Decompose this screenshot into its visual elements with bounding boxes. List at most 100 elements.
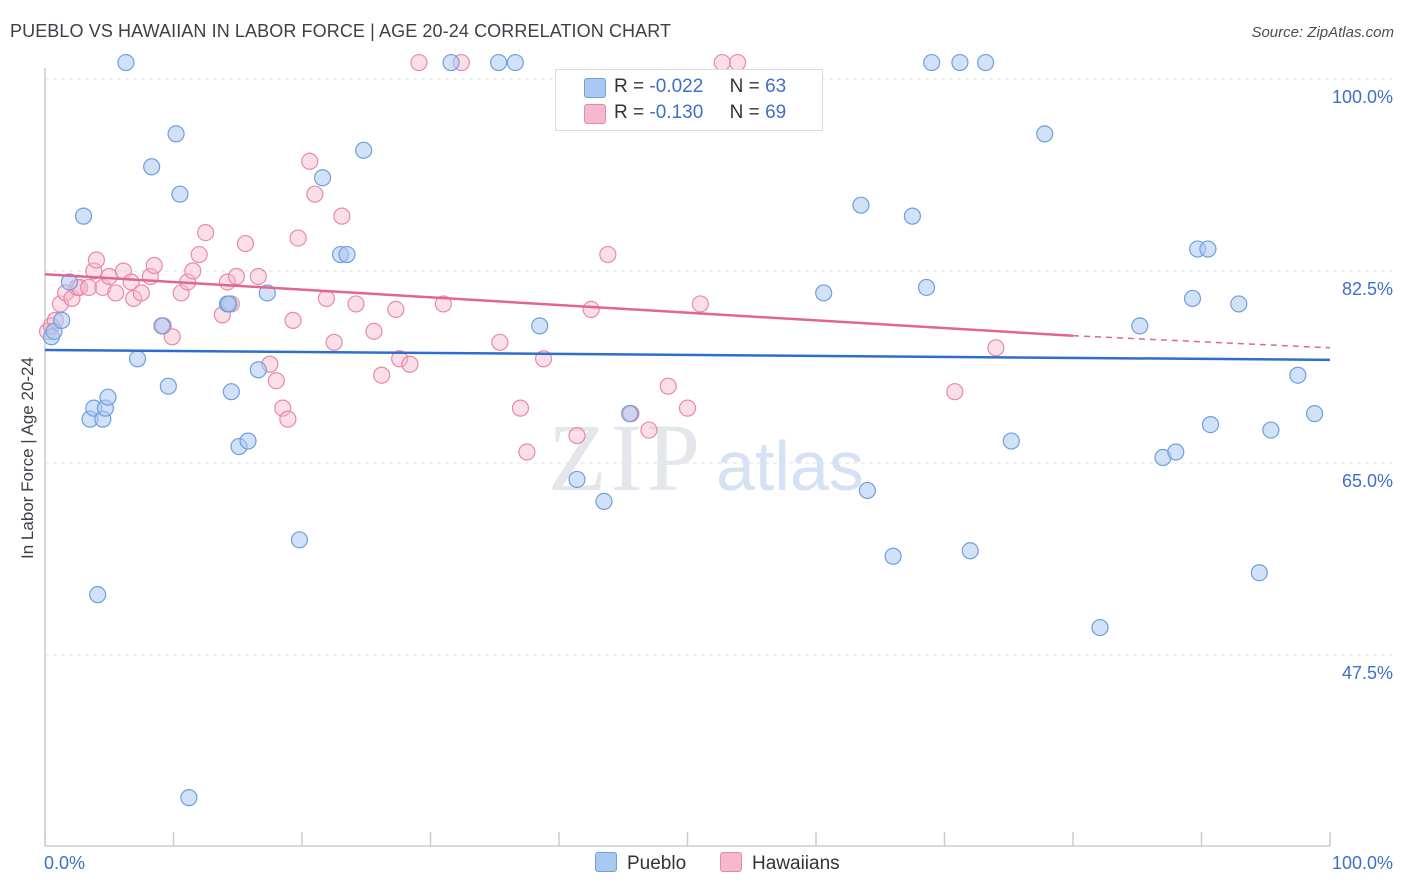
pueblo-point — [858, 481, 877, 500]
pueblo-point — [159, 377, 177, 395]
y-tick-labels: 47.5% 65.0% 82.5% 100.0% — [1332, 87, 1393, 683]
pueblo-point — [1262, 421, 1280, 439]
hawaiians-point — [391, 350, 409, 368]
legend-n-label: N = — [729, 76, 760, 97]
hawaiians-point — [267, 372, 285, 390]
pueblo-point — [595, 492, 613, 510]
pueblo-point — [153, 317, 171, 335]
hawaiians-point — [80, 278, 98, 297]
chart-title: PUEBLO VS HAWAIIAN IN LABOR FORCE | AGE … — [10, 21, 672, 41]
hawaiians-point — [132, 284, 150, 302]
hawaiians-point — [274, 399, 292, 417]
hawaiians-point — [568, 426, 586, 445]
hawaiians-point — [582, 300, 600, 318]
hawaiians-point — [325, 333, 343, 351]
hawaiians-trend-line — [44, 273, 1074, 337]
pueblo-point — [1201, 416, 1220, 434]
pueblo-point — [917, 278, 936, 297]
pueblo-point — [1091, 618, 1109, 637]
hawaiians-point — [691, 295, 709, 313]
watermark: ZIP atlas — [548, 404, 864, 511]
legend-r-label: R = — [614, 102, 645, 123]
pueblo-point — [951, 53, 969, 72]
legend-n-value-pueblo: 63 — [765, 76, 787, 97]
legend-swatch-pueblo — [584, 78, 606, 98]
pueblo-point — [338, 245, 356, 264]
watermark-zip: ZIP — [548, 404, 704, 511]
pueblo-point — [239, 432, 257, 450]
pueblo-point — [99, 388, 117, 406]
pueblo-point — [1131, 317, 1149, 335]
hawaiians-point — [518, 443, 536, 461]
pueblo-point — [1305, 405, 1324, 423]
axes — [44, 68, 1331, 847]
bottom-legend-swatch-hawaiians — [720, 852, 742, 872]
pueblo-point — [53, 311, 71, 329]
pueblo-point — [167, 125, 185, 143]
hawaiians-point — [678, 399, 697, 417]
pueblo-trend-line — [44, 348, 1331, 362]
hawaiians-point — [172, 284, 190, 302]
hawaiians-point — [640, 421, 658, 439]
hawaiians-point — [317, 289, 336, 308]
hawaiians-point — [401, 355, 419, 373]
x-tick-label-min: 0.0% — [44, 853, 85, 873]
hawaiians-point — [87, 251, 106, 269]
hawaiians-point — [197, 224, 215, 242]
hawaiians-trend-extension — [1072, 334, 1331, 349]
pueblo-point — [1250, 564, 1268, 582]
pueblo-point — [117, 53, 135, 72]
hawaiians-point — [987, 339, 1005, 357]
pueblo-point — [220, 295, 238, 313]
pueblo-point — [1167, 443, 1185, 461]
hawaiians-point — [946, 383, 964, 401]
hawaiians-point — [347, 295, 365, 313]
pueblo-point — [60, 273, 79, 291]
pueblo-point — [490, 53, 508, 72]
hawaiians-point — [511, 399, 530, 417]
pueblo-point — [1183, 289, 1202, 308]
hawaiians-point — [306, 185, 324, 203]
pueblo-point — [621, 405, 639, 423]
hawaiians-point — [659, 377, 677, 395]
pueblo-point — [1036, 125, 1054, 143]
watermark-atlas: atlas — [716, 427, 864, 505]
hawaiians-point — [289, 229, 307, 247]
bottom-legend-pueblo: Pueblo — [595, 852, 686, 875]
correlation-legend: R = -0.022 N = 63 R = -0.130 N = 69 — [555, 69, 823, 131]
hawaiians-point — [85, 262, 103, 280]
hawaiians-point — [434, 295, 452, 313]
pueblo-point — [171, 185, 189, 203]
pueblo-point — [1002, 432, 1020, 450]
hawaiians-point — [227, 267, 246, 286]
bottom-legend-label-hawaiians: Hawaiians — [752, 853, 840, 874]
bottom-legend-label-pueblo: Pueblo — [627, 853, 687, 874]
legend-swatch-hawaiians — [584, 104, 606, 124]
pueblo-point — [1199, 240, 1217, 258]
hawaiians-point — [94, 278, 112, 297]
legend-r-value-hawaiians: -0.130 — [649, 102, 704, 123]
pueblo-point — [442, 53, 460, 72]
legend-n-label: N = — [729, 102, 760, 123]
pueblo-point — [923, 53, 941, 72]
hawaiians-point — [365, 322, 383, 340]
bottom-legend-hawaiians: Hawaiians — [720, 852, 840, 875]
hawaiians-point — [249, 267, 267, 286]
legend-r-value-pueblo: -0.022 — [649, 76, 704, 97]
pueblo-point — [249, 361, 267, 379]
pueblo-point — [977, 53, 995, 72]
y-tick-label: 65.0% — [1342, 471, 1393, 491]
pueblo-point — [128, 350, 147, 368]
hawaiians-point — [279, 410, 297, 428]
pueblo-point — [290, 531, 309, 549]
pueblo-point — [961, 542, 979, 560]
legend-n-value-hawaiians: 69 — [765, 102, 787, 123]
series-hawaiians-points — [38, 53, 1005, 461]
hawaiians-point — [410, 53, 428, 72]
hawaiians-point — [284, 311, 302, 329]
y-tick-label: 100.0% — [1332, 87, 1393, 107]
hawaiians-point — [333, 207, 351, 225]
pueblo-point — [89, 586, 107, 604]
pueblo-point — [568, 470, 586, 489]
pueblo-point — [903, 207, 921, 225]
